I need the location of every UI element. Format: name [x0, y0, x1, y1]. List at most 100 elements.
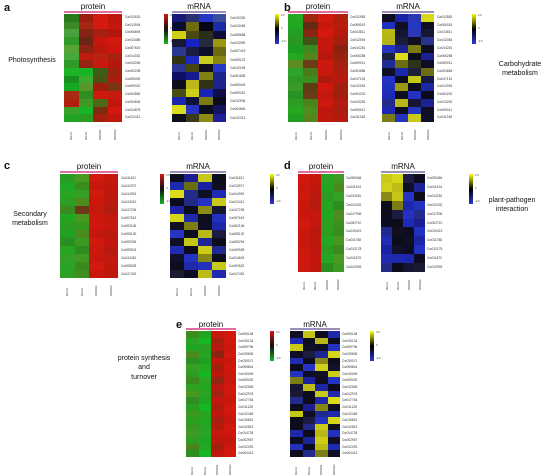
heatmap-cell — [75, 230, 90, 238]
heatmap-cell — [328, 424, 341, 431]
gene-label: Cw013811 — [350, 29, 365, 37]
heatmap-cell — [333, 91, 348, 99]
heatmap-cell — [303, 437, 316, 444]
heatmap-cell — [382, 22, 395, 30]
heatmap-cell — [392, 210, 403, 219]
mrna-title: mRNA — [381, 162, 425, 171]
gene-label: Cw005011 — [437, 107, 452, 115]
gene-label: Cw012053 — [350, 83, 365, 91]
heatmap-cell — [75, 206, 90, 214]
protein-heatmap — [288, 14, 348, 122]
heatmap-cell — [328, 450, 341, 457]
heatmap-cell — [199, 39, 213, 47]
heatmap-cell — [224, 358, 237, 365]
gene-label: Cw014991 — [121, 190, 136, 198]
heatmap-cell — [421, 45, 434, 53]
heatmap-cell — [108, 91, 123, 99]
protein-gene-labels: Cw012983 Cw006019 Cw013811 Cw012094 Cw014281… — [350, 14, 365, 122]
gene-label: Cw009924 — [121, 246, 136, 254]
heatmap-cell — [290, 338, 303, 345]
heatmap-cell — [213, 14, 227, 22]
color-scale-tick: 2.0 — [475, 174, 479, 177]
heatmap-cell — [290, 411, 303, 418]
heatmap-cell — [93, 14, 108, 22]
heatmap-cell — [198, 206, 212, 214]
heatmap-cell — [303, 99, 318, 107]
category-line: Secondary — [2, 210, 58, 219]
gene-label: Cw005844 — [342, 364, 357, 371]
heatmap-cell — [392, 263, 403, 272]
heatmap-cell — [212, 222, 226, 230]
gene-label: Cw015134 — [342, 338, 357, 345]
gene-label: Cw017764 — [342, 397, 357, 404]
heatmap-cell — [93, 76, 108, 84]
heatmap-cell — [321, 183, 333, 192]
heatmap-cell — [108, 53, 123, 61]
sample-label: RHA1 — [387, 132, 391, 140]
gene-label: Cw005409 — [125, 76, 140, 84]
gene-label: Cw002967 — [238, 437, 253, 444]
heatmap-cell — [108, 76, 123, 84]
heatmap-cell — [395, 29, 408, 37]
category-line: interaction — [476, 205, 548, 214]
heatmap-cell — [408, 53, 421, 61]
heatmap-cell — [64, 60, 79, 68]
heatmap-cell — [315, 411, 328, 418]
protein-heatmap — [64, 14, 122, 122]
sample-label: DDMH1 — [407, 279, 411, 290]
gene-label: Cw004606 — [125, 99, 140, 107]
gene-label: Cw004684 — [437, 68, 452, 76]
gene-label: Cw019421 — [427, 227, 442, 236]
heatmap-cell — [395, 99, 408, 107]
protein-header-bar — [64, 11, 122, 13]
heatmap-cell — [288, 99, 303, 107]
heatmap-cell — [199, 22, 213, 30]
heatmap-cell — [392, 236, 403, 245]
color-scale-tick: 0 — [276, 187, 277, 190]
heatmap-cell — [381, 183, 392, 192]
heatmap-cell — [303, 358, 316, 365]
sample-label: RHA2 — [313, 282, 317, 290]
heatmap-cell — [172, 56, 186, 64]
heatmap-cell — [318, 76, 333, 84]
gene-label: Cw008130 — [229, 230, 244, 238]
category-label: protein synthesis and turnover — [106, 354, 182, 382]
sample-label: RHA1 — [302, 282, 306, 290]
heatmap-cell — [408, 107, 421, 115]
heatmap-cell — [93, 91, 108, 99]
heatmap-cell — [213, 97, 227, 105]
gene-label: Cw009402 — [342, 377, 357, 384]
heatmap-cell — [403, 236, 414, 245]
gene-label: Cw012882 — [437, 14, 452, 22]
heatmap-cell — [403, 192, 414, 201]
heatmap-cell — [290, 444, 303, 451]
heatmap-cell — [213, 47, 227, 55]
sample-label: RHA2 — [84, 132, 88, 140]
gene-label: Cw011404 — [427, 183, 442, 192]
heatmap-cell — [303, 76, 318, 84]
heatmap-cell — [333, 245, 345, 254]
heatmap-cell — [382, 53, 395, 61]
gene-label: Cw012084 — [437, 37, 452, 45]
heatmap-cell — [104, 182, 119, 190]
heatmap-cell — [199, 47, 213, 55]
mrna-color-scale — [270, 174, 274, 204]
heatmap-cell — [321, 236, 333, 245]
sample-label: RHA1 — [65, 288, 69, 296]
heatmap-cell — [333, 45, 348, 53]
heatmap-cell — [211, 397, 224, 404]
heatmap-cell — [212, 246, 226, 254]
heatmap-cell — [333, 22, 348, 30]
heatmap-cell — [212, 230, 226, 238]
heatmap-cell — [333, 14, 348, 22]
heatmap-cell — [172, 72, 186, 80]
heatmap-cell — [211, 344, 224, 351]
gene-label: Cw006019 — [350, 22, 365, 30]
color-scale-tick: -2.0 — [276, 357, 280, 360]
heatmap-cell — [224, 364, 237, 371]
sample-label: RHA1 — [190, 467, 194, 475]
heatmap-cell — [310, 192, 322, 201]
heatmap-cell — [328, 430, 341, 437]
mrna-title: mRNA — [170, 162, 226, 171]
heatmap-cell — [213, 22, 227, 30]
